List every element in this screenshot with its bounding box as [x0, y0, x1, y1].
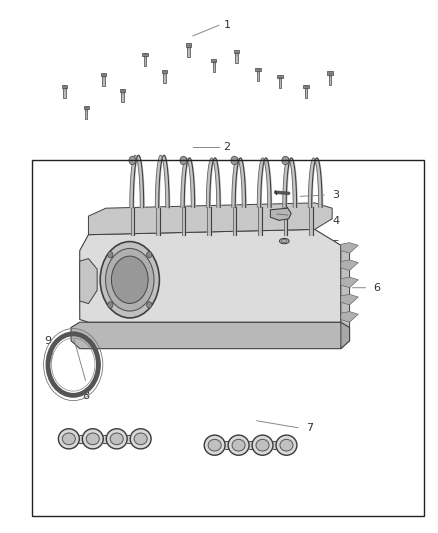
Text: 7: 7	[306, 423, 313, 433]
Bar	[144, 54, 146, 66]
Ellipse shape	[106, 248, 154, 311]
Ellipse shape	[256, 439, 269, 451]
Bar	[277, 75, 283, 78]
Bar	[304, 85, 309, 88]
Ellipse shape	[232, 439, 245, 451]
Bar	[63, 86, 66, 98]
Ellipse shape	[62, 433, 75, 445]
Bar	[279, 77, 281, 88]
Polygon shape	[341, 277, 358, 288]
Polygon shape	[80, 229, 341, 322]
Bar	[32, 160, 424, 516]
Ellipse shape	[134, 433, 147, 445]
Bar	[187, 45, 190, 56]
Polygon shape	[341, 322, 350, 349]
Bar	[85, 108, 88, 119]
Ellipse shape	[208, 439, 221, 451]
Ellipse shape	[276, 435, 297, 455]
Bar	[102, 75, 105, 86]
Text: 6: 6	[374, 282, 381, 293]
Ellipse shape	[111, 256, 148, 303]
Bar	[121, 91, 124, 102]
Polygon shape	[88, 203, 332, 235]
Bar	[84, 106, 89, 109]
Bar	[120, 89, 125, 92]
Circle shape	[282, 156, 289, 165]
Ellipse shape	[106, 429, 127, 449]
Polygon shape	[341, 260, 358, 270]
Bar	[142, 53, 148, 56]
Ellipse shape	[100, 241, 159, 318]
Text: 1: 1	[223, 20, 230, 30]
Bar	[212, 61, 215, 72]
Circle shape	[147, 252, 152, 258]
Ellipse shape	[228, 435, 249, 455]
Bar	[211, 59, 216, 62]
Ellipse shape	[282, 239, 287, 243]
Polygon shape	[341, 294, 358, 305]
Text: 5: 5	[332, 240, 339, 251]
Polygon shape	[341, 245, 350, 327]
Ellipse shape	[280, 439, 293, 451]
Bar	[162, 70, 167, 73]
Text: 9: 9	[44, 336, 51, 346]
Bar	[255, 68, 261, 71]
Bar	[257, 69, 259, 81]
Ellipse shape	[204, 435, 225, 455]
Ellipse shape	[130, 429, 151, 449]
Circle shape	[108, 302, 113, 308]
Circle shape	[231, 156, 238, 165]
Polygon shape	[270, 208, 291, 220]
Ellipse shape	[252, 435, 273, 455]
Bar	[101, 73, 106, 76]
Polygon shape	[71, 322, 350, 349]
Text: 3: 3	[332, 190, 339, 200]
Ellipse shape	[279, 238, 289, 244]
Polygon shape	[80, 259, 97, 304]
Circle shape	[108, 252, 113, 258]
Bar	[305, 86, 307, 98]
Bar	[186, 43, 191, 46]
Ellipse shape	[86, 433, 99, 445]
Bar	[327, 71, 333, 75]
Bar	[234, 50, 239, 53]
Circle shape	[129, 156, 136, 165]
Polygon shape	[341, 243, 358, 253]
Circle shape	[180, 156, 187, 165]
Bar	[329, 73, 331, 85]
Bar	[235, 52, 238, 63]
Ellipse shape	[58, 429, 79, 449]
Bar	[62, 85, 67, 88]
Text: 8: 8	[83, 391, 90, 401]
Circle shape	[147, 302, 152, 308]
Text: 4: 4	[332, 216, 339, 227]
Polygon shape	[341, 312, 358, 322]
Ellipse shape	[82, 429, 103, 449]
Text: 2: 2	[223, 142, 230, 152]
Ellipse shape	[110, 433, 123, 445]
Bar	[163, 71, 166, 83]
